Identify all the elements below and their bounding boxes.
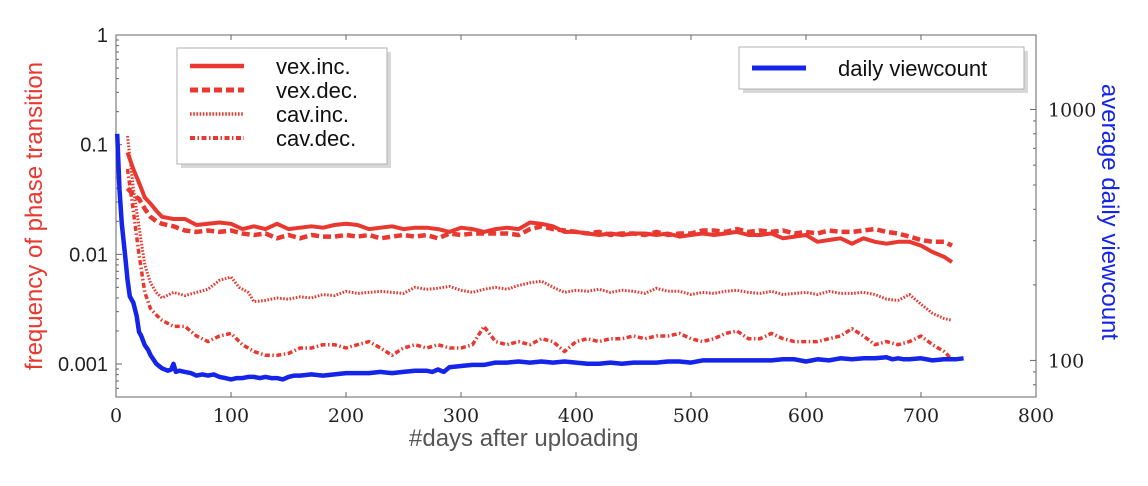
legend-label: cav.inc. (276, 102, 349, 127)
y-left-tick-label: 0.01 (69, 244, 108, 266)
x-axis-title: #days after uploading (409, 425, 639, 452)
series-line-vex-inc (125, 151, 954, 264)
legend-label: vex.dec. (276, 78, 358, 103)
y-right-tick-label: 1000 (1048, 99, 1096, 121)
series-line-daily-viewcount (114, 133, 964, 382)
x-tick-label: 500 (673, 405, 709, 427)
x-tick-label: 300 (443, 405, 479, 427)
legend-right-items: daily viewcount (752, 56, 987, 81)
y-left-tick-label: 0.001 (58, 354, 108, 376)
y-left-tick-label: 1 (97, 25, 108, 47)
series-line-cav-inc (126, 135, 953, 322)
series-layer (114, 133, 964, 382)
ticks-layer: 0 100 200 300 400 500 600 700 800 1 0.1 0.01 0.001 10… (58, 25, 1096, 427)
y-right-tick-label: 100 (1048, 350, 1084, 372)
x-tick-label: 200 (328, 405, 364, 427)
legend-right: daily viewcount (738, 46, 1028, 93)
series-line-cav-dec (125, 168, 954, 361)
x-tick-label: 600 (788, 405, 824, 427)
x-tick-label: 100 (213, 405, 249, 427)
x-tick-label: 800 (1018, 405, 1054, 427)
y-axis-left-title: frequency of phase transition (21, 62, 48, 370)
legend-label: vex.inc. (276, 54, 351, 79)
x-tick-label: 0 (110, 405, 122, 427)
series-line-vex-dec (125, 186, 953, 248)
x-tick-label: 700 (903, 405, 939, 427)
y-left-tick-label: 0.1 (80, 135, 108, 157)
legend-left: vex.inc.vex.dec.cav.inc.cav.dec. (176, 47, 391, 168)
legend-label: cav.dec. (276, 126, 356, 151)
y-axis-right-title: average daily viewcount (1096, 84, 1123, 340)
legend-label: daily viewcount (838, 56, 987, 81)
legend-left-items: vex.inc.vex.dec.cav.inc.cav.dec. (190, 54, 358, 151)
x-tick-label: 400 (558, 405, 594, 427)
